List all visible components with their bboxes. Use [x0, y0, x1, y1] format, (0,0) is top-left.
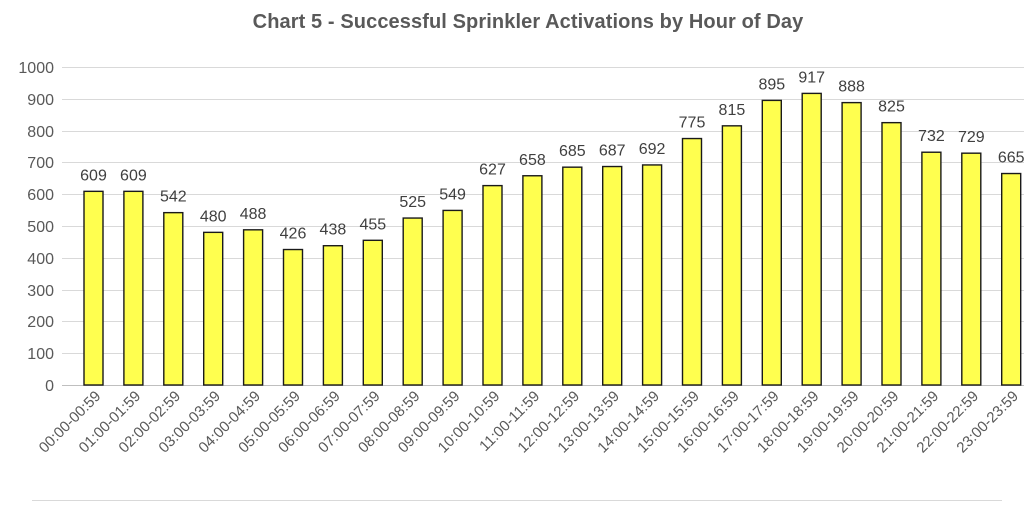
y-tick-label: 0 [45, 378, 54, 395]
bar-06:00-06:59 [322, 245, 344, 386]
data-label: 480 [200, 208, 227, 225]
data-label: 658 [519, 152, 546, 169]
bar-13:00-13:59 [602, 165, 623, 386]
y-tick-label: 1000 [18, 60, 54, 77]
bar-23:00-23:59 [1001, 172, 1022, 386]
data-label: 438 [320, 222, 347, 239]
data-label: 815 [719, 102, 746, 119]
bar-22:00-22:59 [961, 152, 982, 386]
chart-bottom-border [32, 500, 1002, 501]
y-tick-label: 700 [27, 155, 54, 172]
bar-07:00-07:59 [362, 239, 383, 386]
data-label: 609 [80, 167, 107, 184]
y-tick-label: 900 [27, 92, 54, 109]
data-label: 775 [679, 115, 706, 132]
y-tick-label: 100 [27, 346, 54, 363]
bar-21:00-21:59 [921, 151, 942, 386]
bar-08:00-08:59 [402, 217, 423, 386]
data-label: 888 [838, 79, 865, 96]
data-label: 488 [240, 206, 267, 223]
data-label: 895 [758, 76, 785, 93]
data-label: 665 [998, 150, 1024, 167]
data-label: 732 [918, 128, 945, 145]
bar-00:00-00:59 [83, 190, 104, 386]
data-label: 627 [479, 162, 506, 179]
bar-19:00-19:59 [841, 101, 862, 386]
bar-05:00-05:59 [282, 248, 304, 386]
bar-16:00-16:59 [721, 125, 743, 386]
bar-04:00-04:59 [242, 229, 264, 386]
bar-12:00-12:59 [562, 166, 583, 386]
data-label: 685 [559, 143, 586, 160]
bar-10:00-10:59 [482, 184, 503, 386]
y-tick-label: 500 [27, 219, 54, 236]
data-label: 692 [639, 141, 666, 158]
y-tick-label: 300 [27, 283, 54, 300]
bar-11:00-11:59 [522, 175, 543, 386]
bar-02:00-02:59 [163, 211, 184, 386]
bar-14:00-14:59 [641, 164, 663, 386]
y-tick-label: 600 [27, 187, 54, 204]
y-tick-label: 200 [27, 314, 54, 331]
bar-03:00-03:59 [202, 231, 224, 386]
bar-20:00-20:59 [881, 121, 902, 386]
data-label: 687 [599, 143, 626, 160]
data-label: 455 [359, 216, 386, 233]
data-label: 426 [280, 226, 307, 243]
data-label: 825 [878, 99, 905, 116]
y-axis-ticks: 0 100 200 300 400 500 600 700 800 900 1000 [18, 60, 54, 395]
bar-01:00-01:59 [123, 190, 144, 386]
bar-09:00-09:59 [442, 209, 463, 386]
y-tick-label: 400 [27, 251, 54, 268]
bar-18:00-18:59 [801, 92, 822, 386]
data-label: 525 [399, 194, 426, 211]
chart-title: Chart 5 - Successful Sprinkler Activatio… [252, 11, 804, 33]
data-label: 542 [160, 189, 187, 206]
gridlines [62, 67, 1024, 386]
data-label: 549 [439, 186, 466, 203]
bars [83, 92, 1022, 386]
data-label: 729 [958, 129, 985, 146]
bar-15:00-15:59 [681, 137, 703, 386]
bar-17:00-17:59 [761, 99, 782, 386]
data-label: 609 [120, 167, 147, 184]
y-tick-label: 800 [27, 124, 54, 141]
data-label: 917 [798, 69, 825, 86]
x-axis-ticks: 00:00-00:5901:00-01:5902:00-02:5903:00-0… [36, 388, 1022, 457]
data-labels: 609 609 542 480 488 426 438 455 525 549 627 658 685 6… [80, 69, 1024, 242]
